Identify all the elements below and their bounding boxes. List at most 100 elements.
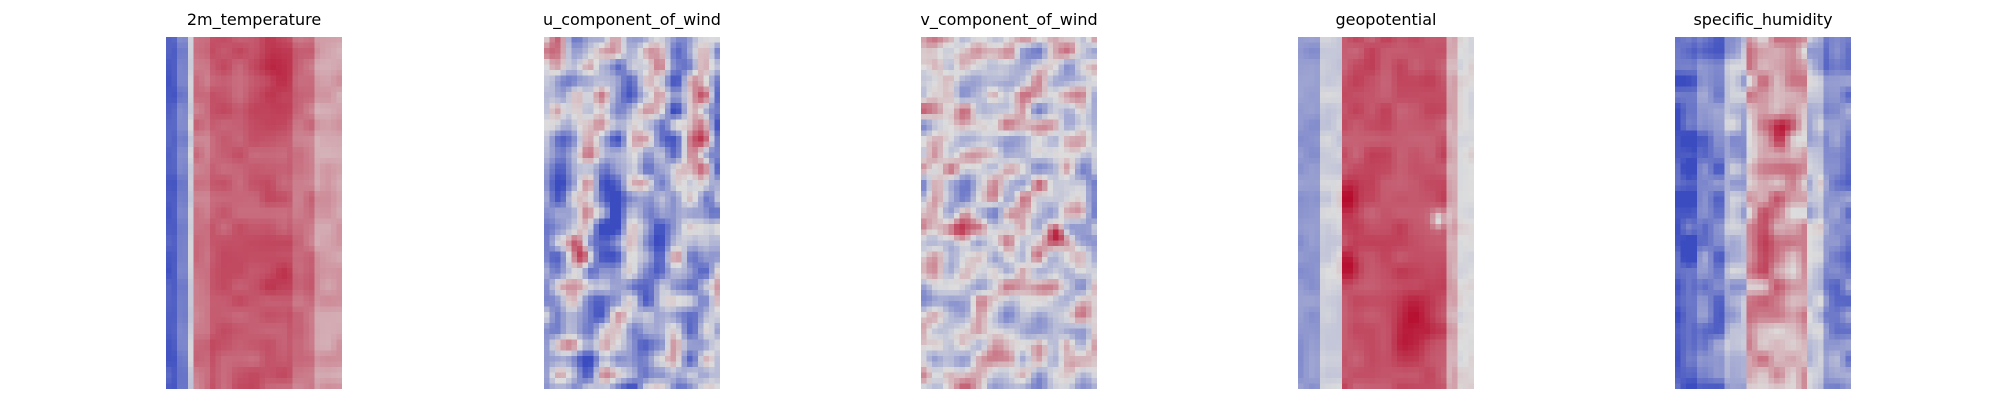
heatmap-cell: [177, 235, 184, 242]
heatmap-cell: [648, 130, 655, 137]
heatmap-cell: [643, 103, 650, 110]
heatmap-cell: [670, 328, 677, 335]
heatmap-cell: [276, 251, 283, 258]
heatmap-cell: [1058, 136, 1065, 143]
heatmap-cell: [303, 229, 310, 236]
heatmap-cell: [193, 53, 200, 60]
heatmap-cell: [177, 279, 184, 286]
heatmap-cell: [593, 53, 600, 60]
heatmap-cell: [648, 317, 655, 324]
heatmap-cell: [643, 262, 650, 269]
heatmap-cell: [1014, 163, 1021, 170]
heatmap-cell: [555, 196, 562, 203]
heatmap-cell: [703, 136, 710, 143]
heatmap-cell: [320, 180, 327, 187]
heatmap-cell: [243, 383, 250, 389]
heatmap-cell: [621, 339, 628, 346]
heatmap-cell: [281, 114, 288, 121]
heatmap-cell: [648, 279, 655, 286]
heatmap-cell: [204, 306, 211, 313]
heatmap-cell: [177, 273, 184, 280]
heatmap-cell: [604, 218, 611, 225]
heatmap-cell: [1003, 53, 1010, 60]
heatmap-cell: [177, 97, 184, 104]
heatmap-cell: [336, 295, 342, 302]
heatmap-cell: [309, 114, 316, 121]
heatmap-cell: [177, 114, 184, 121]
heatmap-cell: [659, 218, 666, 225]
heatmap-cell: [549, 92, 556, 99]
heatmap-cell: [643, 213, 650, 220]
heatmap-cell: [309, 92, 316, 99]
heatmap-cell: [303, 81, 310, 88]
heatmap-cell: [692, 257, 699, 264]
heatmap-cell: [287, 163, 294, 170]
heatmap-cell: [615, 81, 622, 88]
heatmap-cell: [276, 147, 283, 154]
heatmap-cell: [281, 251, 288, 258]
heatmap-cell: [254, 284, 261, 291]
heatmap-cell: [626, 136, 633, 143]
heatmap-cell: [692, 262, 699, 269]
heatmap-cell: [193, 202, 200, 209]
heatmap-cell: [676, 372, 683, 379]
heatmap-cell: [659, 136, 666, 143]
heatmap-cell: [566, 361, 573, 368]
heatmap-cell: [965, 130, 972, 137]
heatmap-cell: [544, 70, 551, 77]
heatmap-cell: [654, 279, 661, 286]
heatmap-cell: [698, 224, 705, 231]
heatmap-cell: [1031, 70, 1038, 77]
heatmap-cell: [314, 262, 321, 269]
heatmap-cell: [320, 213, 327, 220]
heatmap-cell: [336, 218, 342, 225]
heatmap-cell: [1020, 158, 1027, 165]
heatmap-cell: [325, 339, 332, 346]
heatmap-cell: [259, 64, 266, 71]
heatmap-cell: [926, 75, 933, 82]
heatmap-cell: [703, 152, 710, 159]
heatmap-cell: [571, 251, 578, 258]
heatmap-cell: [604, 345, 611, 352]
heatmap-cell: [265, 185, 272, 192]
heatmap-cell: [309, 169, 316, 176]
heatmap-cell: [254, 361, 261, 368]
heatmap-cell: [237, 290, 244, 297]
heatmap-cell: [921, 136, 928, 143]
heatmap-cell: [681, 202, 688, 209]
heatmap-cell: [687, 97, 694, 104]
heatmap-cell: [665, 235, 672, 242]
heatmap-cell: [981, 169, 988, 176]
heatmap-cell: [265, 163, 272, 170]
heatmap-cell: [1009, 152, 1016, 159]
heatmap-cell: [281, 180, 288, 187]
heatmap-cell: [221, 218, 228, 225]
heatmap-cell: [298, 224, 305, 231]
heatmap-cell: [336, 240, 342, 247]
heatmap-cell: [981, 174, 988, 181]
heatmap-cell: [276, 103, 283, 110]
heatmap-cell: [210, 196, 217, 203]
heatmap-cell: [687, 64, 694, 71]
heatmap-cell: [188, 53, 195, 60]
heatmap-cell: [193, 306, 200, 313]
heatmap-cell: [199, 213, 206, 220]
heatmap-cell: [582, 378, 589, 385]
heatmap-cell: [577, 108, 584, 115]
heatmap-cell: [703, 202, 710, 209]
heatmap-cell: [270, 202, 277, 209]
heatmap-cell: [615, 147, 622, 154]
heatmap-cell: [659, 290, 666, 297]
heatmap-cell: [615, 301, 622, 308]
heatmap-cell: [692, 169, 699, 176]
heatmap-cell: [1031, 42, 1038, 49]
heatmap-cell: [287, 383, 294, 389]
heatmap-cell: [932, 147, 939, 154]
heatmap-cell: [621, 158, 628, 165]
heatmap-cell: [259, 174, 266, 181]
heatmap-cell: [193, 125, 200, 132]
heatmap-cell: [325, 268, 332, 275]
heatmap-cell: [204, 64, 211, 71]
heatmap-cell: [232, 295, 239, 302]
heatmap-cell: [703, 48, 710, 55]
